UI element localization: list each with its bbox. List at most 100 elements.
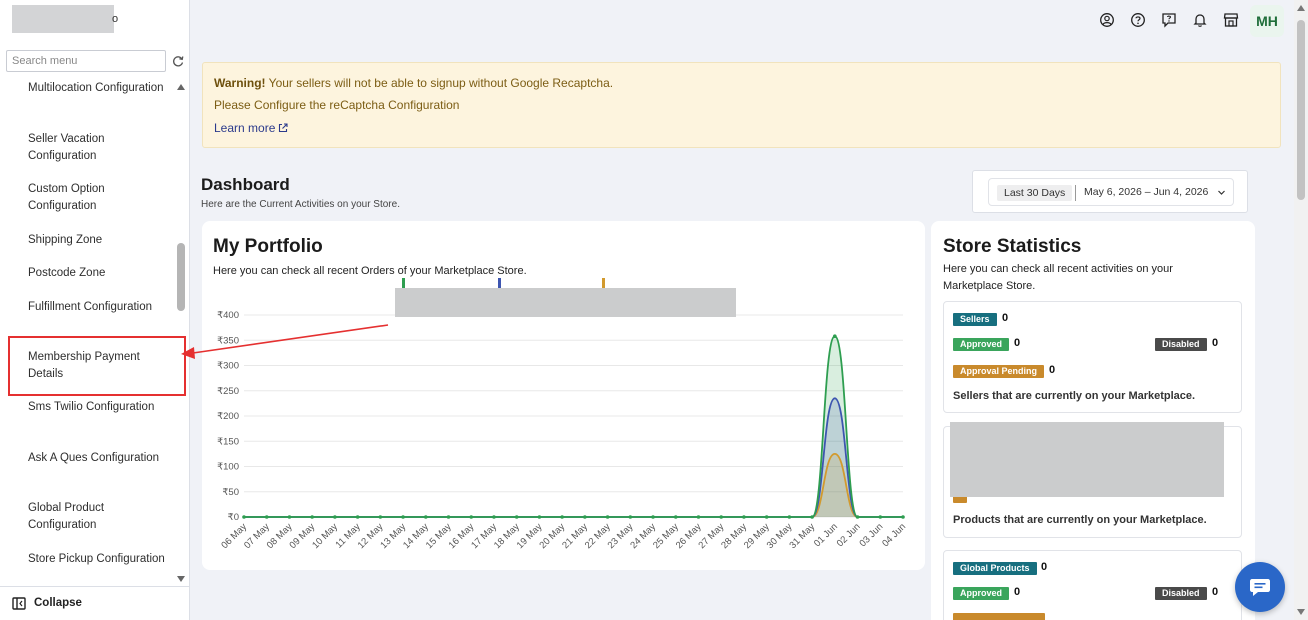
sellers-count: 0 xyxy=(1002,312,1009,324)
date-range-picker[interactable]: Last 30 Days May 6, 2026 – Jun 4, 2026 xyxy=(988,178,1234,206)
data-point xyxy=(355,515,360,519)
data-point xyxy=(446,515,451,519)
sellers-disabled-badge: Disabled xyxy=(1155,338,1207,351)
learn-more-label: Learn more xyxy=(214,121,276,135)
sidebar-item-custom-option[interactable]: Custom Option Configuration xyxy=(28,183,105,212)
x-tick-label: 03 Jun xyxy=(857,521,885,549)
global-disabled-count: 0 xyxy=(1212,586,1219,598)
data-point xyxy=(333,515,337,519)
logo-redacted xyxy=(12,5,114,33)
sellers-description: Sellers that are currently on your Marke… xyxy=(953,390,1196,402)
sellers-badge: Sellers xyxy=(953,313,997,326)
sidebar-item-seller-vacation[interactable]: Seller Vacation Configuration xyxy=(28,133,105,162)
sellers-stat-box: Sellers 0 Approved 0 Disabled 0 Approval… xyxy=(943,301,1242,413)
page-scroll-down[interactable] xyxy=(1297,609,1305,615)
sidebar-collapse-icon xyxy=(12,597,26,610)
y-tick-label: ₹100 xyxy=(217,462,239,473)
sidebar-item-sms-twilio[interactable]: Sms Twilio Configuration xyxy=(28,401,155,413)
series-area xyxy=(244,398,903,517)
scroll-down-arrow[interactable] xyxy=(177,576,185,582)
sidebar-item-membership-payment[interactable]: Membership Payment Details xyxy=(28,351,140,380)
chat-button[interactable] xyxy=(1235,562,1285,612)
store-statistics-card: Store Statistics Here you can check all … xyxy=(931,221,1255,620)
logo-text: o xyxy=(112,13,119,25)
y-tick-label: ₹400 xyxy=(217,310,239,321)
page-scroll-thumb[interactable] xyxy=(1297,20,1305,200)
store-icon[interactable] xyxy=(1223,12,1239,28)
date-filter-box: Last 30 Days May 6, 2026 – Jun 4, 2026 xyxy=(972,170,1248,213)
data-point xyxy=(651,515,655,519)
collapse-label: Collapse xyxy=(34,597,82,609)
data-point xyxy=(378,515,383,519)
feedback-icon[interactable] xyxy=(1161,12,1177,28)
sidebar-item-global-product[interactable]: Global Product Configuration xyxy=(28,502,105,531)
chevron-down-icon xyxy=(1218,190,1225,195)
sidebar-item-postcode-zone[interactable]: Postcode Zone xyxy=(28,267,106,279)
search-menu-input[interactable] xyxy=(6,50,166,72)
sidebar-scroll-thumb[interactable] xyxy=(177,243,185,311)
scroll-up-arrow[interactable] xyxy=(177,84,185,90)
sidebar-item-multilocation[interactable]: Multilocation Configuration xyxy=(28,82,164,94)
data-point xyxy=(810,515,814,519)
global-products-stat-box: Global Products 0 Approved 0 Disabled 0 xyxy=(943,550,1242,620)
date-range-value: May 6, 2026 – Jun 4, 2026 xyxy=(1084,186,1209,198)
stats-subtitle: Here you can check all recent activities… xyxy=(943,263,1173,292)
y-tick-label: ₹0 xyxy=(228,512,239,523)
data-point xyxy=(537,515,542,519)
data-point xyxy=(492,515,496,519)
data-point xyxy=(901,515,905,519)
collapse-button[interactable]: Collapse xyxy=(0,586,190,620)
x-tick-label: 01 Jun xyxy=(812,521,840,549)
page-scroll-up[interactable] xyxy=(1297,5,1305,11)
avatar[interactable]: MH xyxy=(1250,5,1284,37)
sellers-pending-count: 0 xyxy=(1049,364,1056,376)
sidebar-item-shipping-zone[interactable]: Shipping Zone xyxy=(28,234,103,246)
series-line xyxy=(244,335,903,518)
data-point xyxy=(287,515,292,519)
data-point xyxy=(514,515,519,519)
dashboard-subtitle: Here are the Current Activities on your … xyxy=(201,199,400,210)
range-preset: Last 30 Days xyxy=(997,185,1073,201)
y-tick-label: ₹300 xyxy=(217,361,239,372)
refresh-icon[interactable] xyxy=(171,54,185,68)
sidebar-item-store-pickup[interactable]: Store Pickup Configuration xyxy=(28,553,165,565)
sellers-pending-badge: Approval Pending xyxy=(953,365,1045,378)
data-point xyxy=(833,334,837,339)
data-point xyxy=(673,515,678,519)
y-tick-label: ₹50 xyxy=(222,487,239,498)
user-circle-icon[interactable] xyxy=(1099,12,1115,28)
sellers-approved-badge: Approved xyxy=(953,338,1010,351)
help-circle-icon[interactable] xyxy=(1130,12,1146,28)
data-point xyxy=(742,515,746,519)
data-point xyxy=(469,515,474,519)
x-tick-label: 31 May xyxy=(787,521,817,551)
legend-redacted xyxy=(395,288,736,317)
stats-title: Store Statistics xyxy=(943,236,1082,257)
learn-more-link[interactable]: Learn more xyxy=(214,121,288,135)
series-line xyxy=(244,452,903,518)
y-tick-label: ₹150 xyxy=(217,436,239,447)
sellers-approved-count: 0 xyxy=(1014,337,1021,349)
data-point xyxy=(583,515,587,519)
bell-icon[interactable] xyxy=(1192,12,1208,28)
x-tick-label: 10 May xyxy=(310,521,340,551)
products-description: Products that are currently on your Mark… xyxy=(953,514,1207,526)
sidebar-item-fulfillment[interactable]: Fulfillment Configuration xyxy=(28,301,153,313)
data-point xyxy=(605,515,610,519)
global-pending-badge xyxy=(953,613,1045,620)
sidebar-scrollbar[interactable] xyxy=(176,80,186,584)
data-point xyxy=(310,515,314,519)
data-point xyxy=(787,515,792,519)
portfolio-card: My Portfolio Here you can check all rece… xyxy=(202,221,925,570)
sidebar-item-ask-a-ques[interactable]: Ask A Ques Configuration xyxy=(28,452,160,464)
data-point xyxy=(401,515,405,519)
data-point xyxy=(628,515,633,519)
data-point xyxy=(696,515,701,519)
global-approved-badge: Approved xyxy=(953,587,1010,600)
page-scrollbar[interactable] xyxy=(1294,0,1308,620)
recaptcha-warning: Warning! Your sellers will not be able t… xyxy=(202,62,1281,148)
legend-marker xyxy=(498,278,501,288)
data-point xyxy=(242,515,246,519)
warning-line-2: Please Configure the reCaptcha Configura… xyxy=(214,98,460,112)
